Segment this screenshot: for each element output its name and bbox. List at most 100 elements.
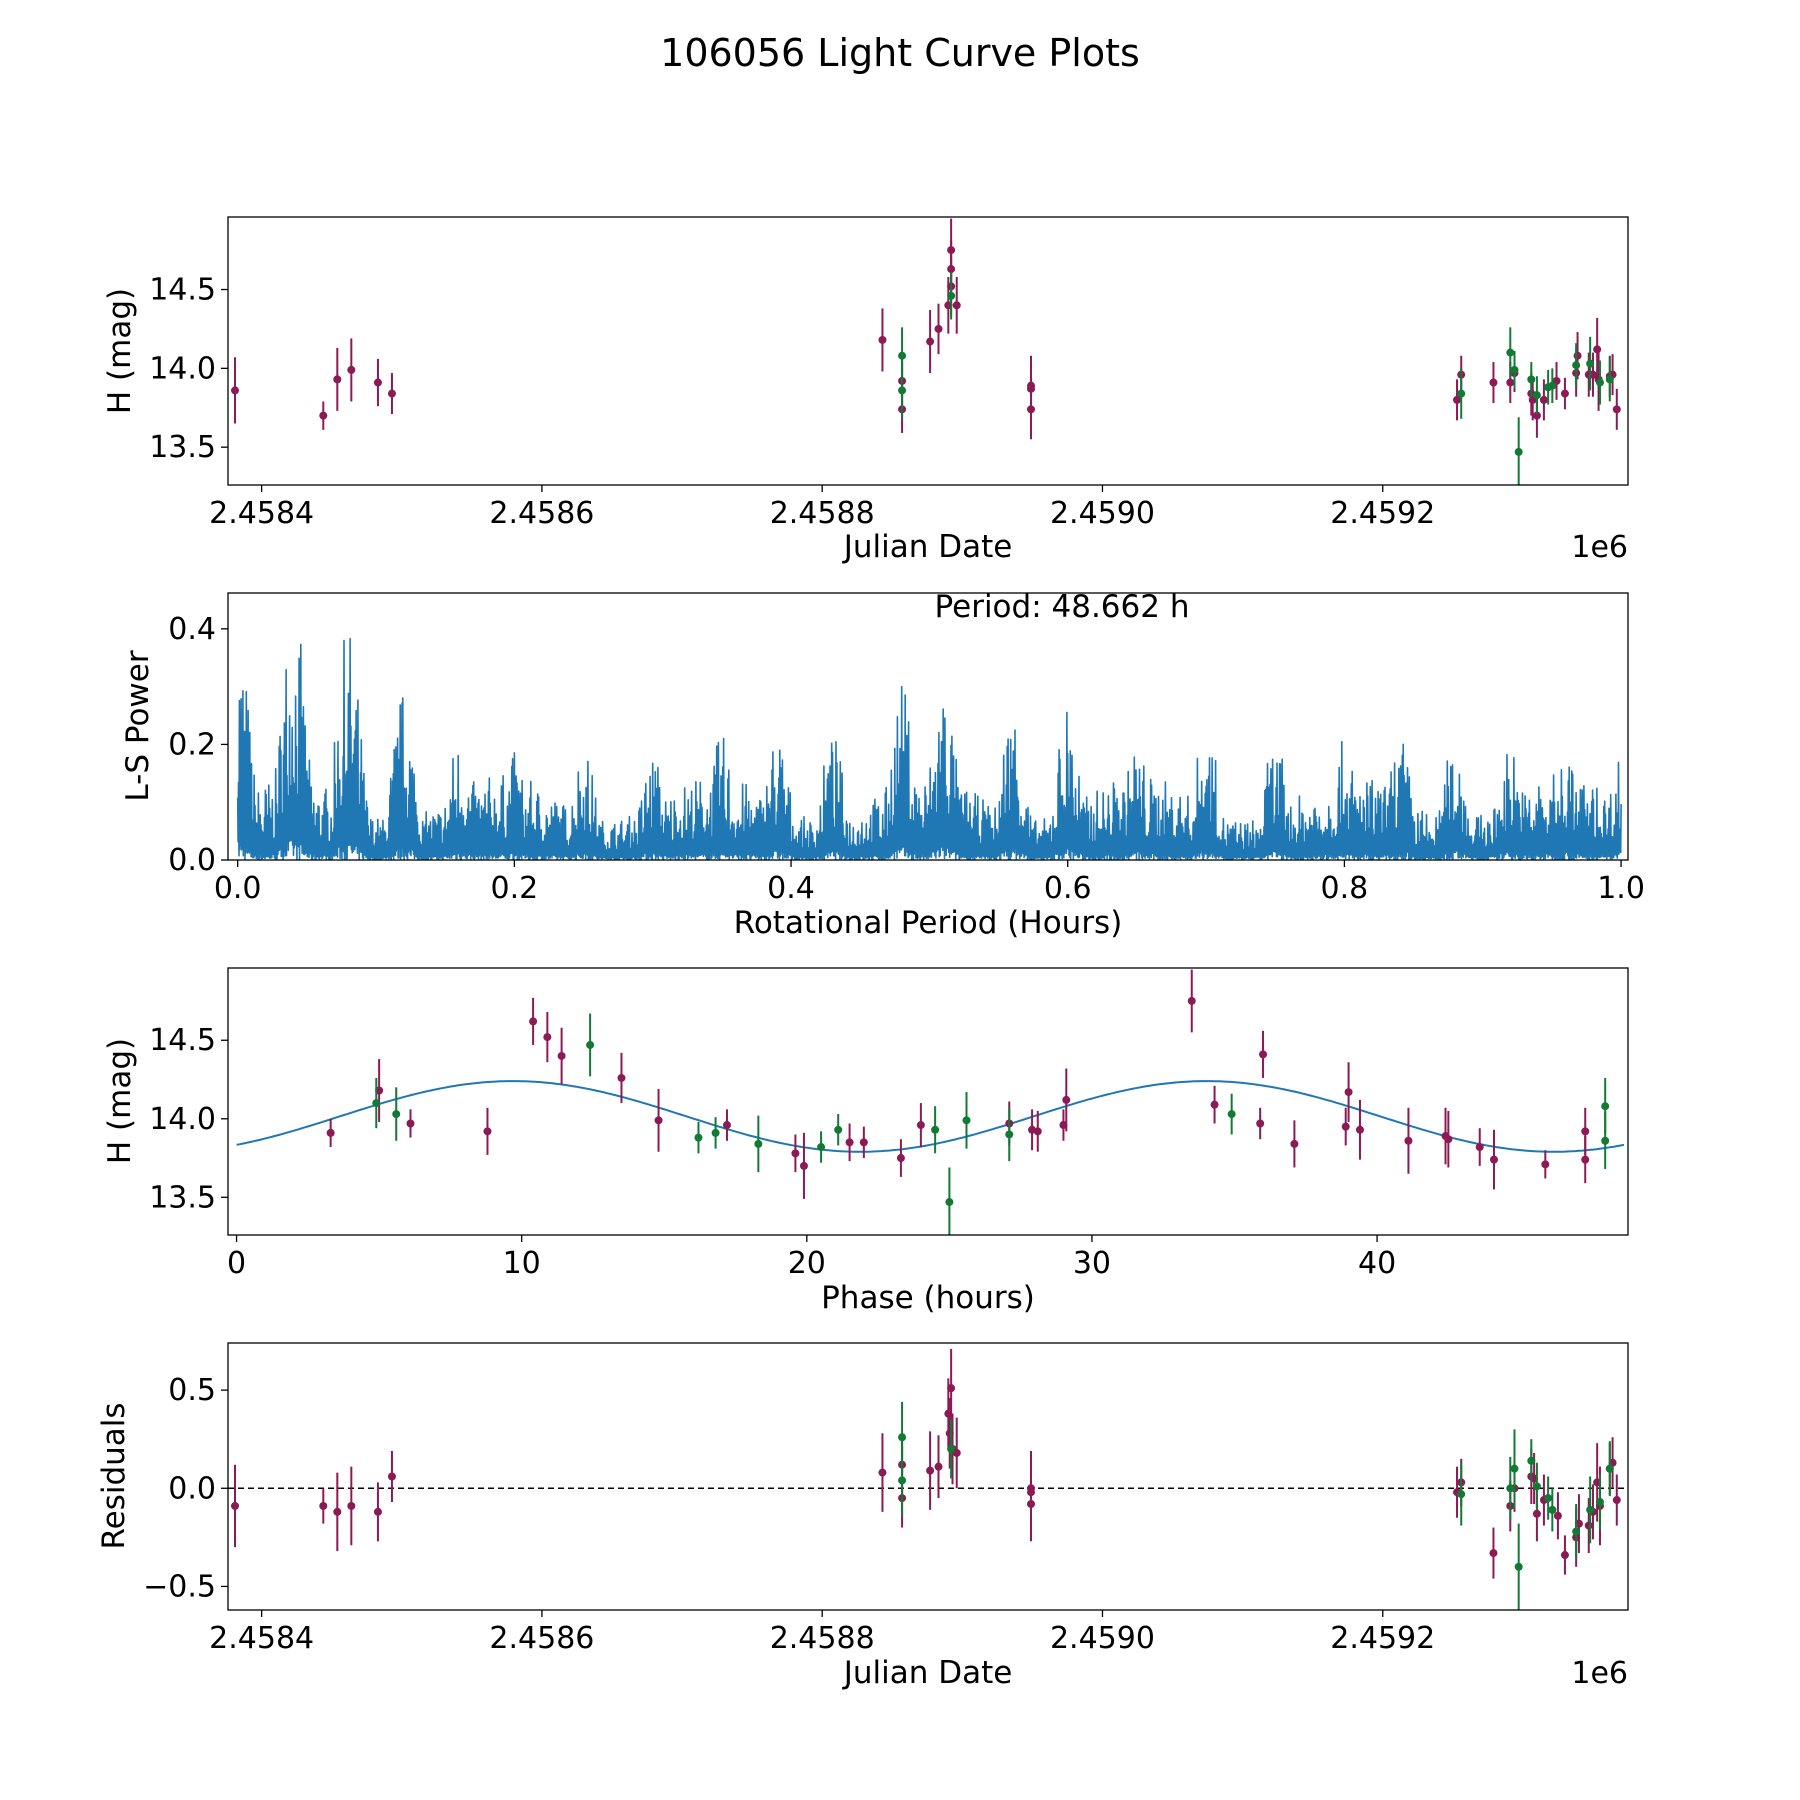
y-tick-label: 0.0 (168, 843, 216, 878)
data-point (1453, 395, 1462, 404)
lightcurve-plot-area (231, 218, 1621, 485)
x-tick-label: 2.4586 (489, 496, 594, 531)
data-point (1572, 361, 1581, 370)
y-tick-label: −0.5 (143, 1569, 216, 1604)
data-point (916, 1121, 925, 1130)
periodogram-plot-area (236, 637, 1622, 860)
data-point (1489, 1155, 1498, 1164)
data-point (1506, 348, 1515, 357)
data-point (1532, 1509, 1541, 1518)
x-tick-label: 0 (227, 1246, 246, 1281)
y-tick-label: 0.5 (168, 1373, 216, 1408)
data-point (754, 1139, 763, 1148)
y-tick-label: 14.0 (149, 351, 216, 386)
phased-y-label: H (mag) (102, 1038, 138, 1164)
data-point (1548, 1505, 1557, 1514)
data-point (791, 1149, 800, 1158)
data-point (347, 365, 356, 374)
data-point (931, 1125, 940, 1134)
data-point (878, 1468, 887, 1477)
data-point (1601, 1136, 1610, 1145)
data-point (483, 1127, 492, 1136)
data-point (1581, 1127, 1590, 1136)
data-point (1290, 1139, 1299, 1148)
data-point (617, 1073, 626, 1082)
data-point (1532, 1482, 1541, 1491)
data-point (1475, 1143, 1484, 1152)
x-tick-label: 0.6 (1044, 871, 1092, 906)
data-point (557, 1051, 566, 1060)
data-point (952, 301, 961, 310)
residuals-offset-label: 1e6 (1571, 1656, 1628, 1691)
x-tick-label: 2.4584 (209, 496, 314, 531)
data-point (1341, 1122, 1350, 1131)
data-point (1586, 1505, 1595, 1514)
data-point (1404, 1136, 1413, 1145)
data-point (947, 1445, 956, 1454)
data-point (1256, 1119, 1265, 1128)
phased-frame (227, 967, 1629, 1236)
data-point (926, 337, 935, 346)
y-tick-label: 14.0 (149, 1102, 216, 1137)
data-point (1355, 1125, 1364, 1134)
data-point (947, 291, 956, 300)
data-point (799, 1161, 808, 1170)
periodogram-panel: Rotational Period (Hours) L-S Power Peri… (120, 589, 1645, 941)
y-tick-label: 0.2 (168, 727, 216, 762)
data-point (859, 1138, 868, 1147)
phased-x-label: Phase (hours) (821, 1280, 1035, 1316)
x-tick-label: 1.0 (1597, 871, 1645, 906)
data-point (1457, 1490, 1466, 1499)
x-tick-label: 2.4588 (770, 496, 875, 531)
data-point (1573, 351, 1582, 360)
data-point (1514, 447, 1523, 456)
data-point (543, 1033, 552, 1042)
x-tick-label: 10 (503, 1246, 541, 1281)
residuals-frame (227, 1342, 1629, 1611)
periodogram-line (236, 637, 1622, 860)
data-point (1584, 1521, 1593, 1530)
residuals-panel: Julian Date Residuals 1e6 2.4584 2.4586 2.… (96, 1342, 1629, 1691)
data-point (1062, 1095, 1071, 1104)
data-point (406, 1119, 415, 1128)
data-point (1259, 1050, 1268, 1059)
x-tick-label: 2.4590 (1050, 1621, 1155, 1656)
data-point (1027, 1499, 1036, 1508)
x-tick-label: 2.4592 (1330, 496, 1435, 531)
data-point (326, 1128, 335, 1137)
data-point (722, 1121, 731, 1130)
data-point (1532, 391, 1541, 400)
x-tick-label: 2.4592 (1330, 1621, 1435, 1656)
data-point (333, 375, 342, 384)
data-point (387, 389, 396, 398)
data-point (834, 1125, 843, 1134)
lightcurve-offset-label: 1e6 (1571, 530, 1628, 565)
lightcurve-frame (227, 216, 1629, 486)
data-point (1027, 405, 1036, 414)
y-tick-label: 14.5 (149, 273, 216, 308)
data-point (333, 1507, 342, 1516)
data-point (319, 411, 328, 420)
residuals-plot-area (228, 1348, 1628, 1610)
data-point (1457, 389, 1466, 398)
lightcurve-panel: Julian Date H (mag) 1e6 2.4584 2.4586 2.45… (102, 216, 1629, 565)
data-point (1506, 1484, 1515, 1493)
x-tick-label: 40 (1358, 1246, 1396, 1281)
data-point (1187, 996, 1196, 1005)
figure-title: 106056 Light Curve Plots (660, 31, 1140, 75)
y-tick-label: 0.0 (168, 1471, 216, 1506)
periodogram-frame (227, 592, 1629, 861)
data-point (1344, 1088, 1353, 1097)
data-point (817, 1143, 826, 1152)
data-point (962, 1116, 971, 1125)
data-point (1560, 1551, 1569, 1560)
data-point (1553, 1511, 1562, 1520)
x-tick-label: 20 (788, 1246, 826, 1281)
data-point (1595, 378, 1604, 387)
data-point (1489, 1549, 1498, 1558)
data-point (898, 386, 907, 395)
phased-panel: Phase (hours) H (mag) 0 10 20 30 40 13.5 14.0 1… (102, 967, 1629, 1316)
x-tick-label: 0.4 (767, 871, 815, 906)
